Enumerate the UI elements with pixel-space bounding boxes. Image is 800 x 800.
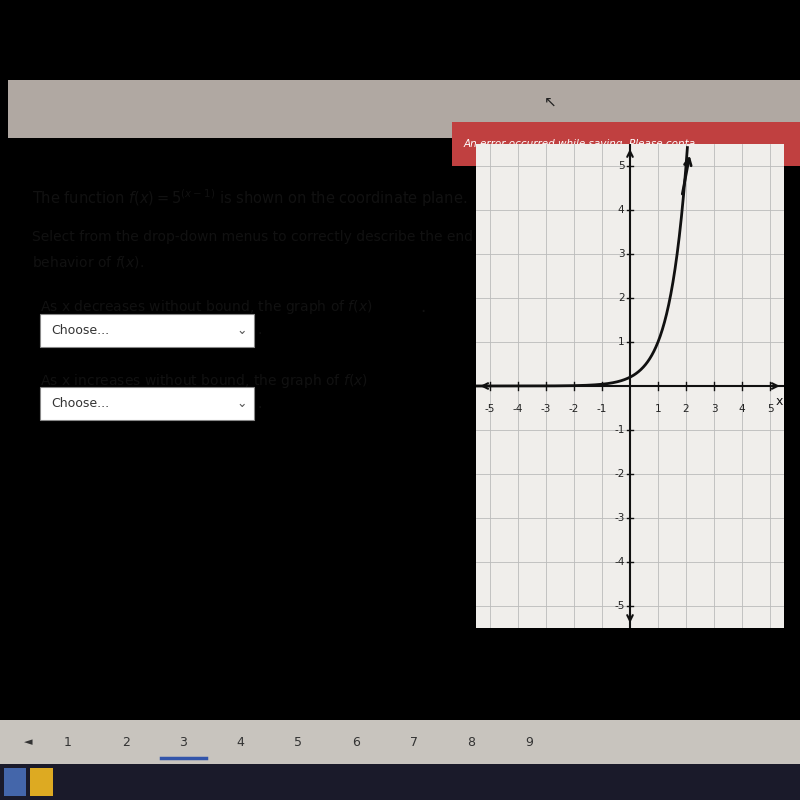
Text: 6: 6 [352, 736, 360, 749]
Text: Select from the drop-down menus to correctly describe the end: Select from the drop-down menus to corre… [32, 230, 473, 244]
Text: 3: 3 [179, 736, 187, 749]
Text: -3: -3 [541, 403, 551, 414]
Text: .: . [258, 323, 262, 338]
Text: 3: 3 [618, 249, 624, 259]
Text: As x increases without bound, the graph of $f(x)$: As x increases without bound, the graph … [40, 372, 368, 390]
Text: 1: 1 [654, 403, 662, 414]
Text: 2: 2 [122, 736, 130, 749]
Text: 5: 5 [294, 736, 302, 749]
Text: -2: -2 [569, 403, 579, 414]
Bar [4, 768, 26, 796]
Bar [8, 80, 800, 138]
Text: ⌄: ⌄ [236, 398, 247, 410]
Text: 5: 5 [618, 161, 624, 171]
Bar [0, 720, 800, 764]
Text: 2: 2 [682, 403, 690, 414]
Text: 1: 1 [64, 736, 72, 749]
Text: .: . [258, 397, 262, 411]
Text: ⌄: ⌄ [236, 324, 247, 337]
Text: -3: -3 [614, 513, 624, 523]
Text: -4: -4 [513, 403, 523, 414]
Text: 4: 4 [237, 736, 245, 749]
Text: Choose...: Choose... [51, 324, 110, 337]
Text: -1: -1 [597, 403, 607, 414]
Text: An error occurred while saving. Please conta: An error occurred while saving. Please c… [463, 139, 695, 149]
Text: -4: -4 [614, 557, 624, 567]
Text: -5: -5 [485, 403, 495, 414]
Bar [30, 768, 53, 796]
Text: 3: 3 [710, 403, 718, 414]
Text: -2: -2 [614, 469, 624, 479]
Text: x: x [776, 395, 783, 408]
Text: 7: 7 [410, 736, 418, 749]
Text: 4: 4 [738, 403, 746, 414]
Bar [0, 764, 800, 800]
Text: 8: 8 [467, 736, 475, 749]
FancyBboxPatch shape [40, 387, 254, 421]
Text: -1: -1 [614, 425, 624, 435]
Text: .: . [420, 298, 425, 316]
Text: The function $f(x)=5^{(x-1)}$ is shown on the coordinate plane.: The function $f(x)=5^{(x-1)}$ is shown o… [32, 187, 467, 210]
FancyBboxPatch shape [40, 314, 254, 347]
Text: 9: 9 [525, 736, 533, 749]
Text: ↖: ↖ [544, 95, 557, 110]
Text: -5: -5 [614, 601, 624, 611]
Text: 4: 4 [618, 205, 624, 215]
Text: As x decreases without bound, the graph of $f(x)$: As x decreases without bound, the graph … [40, 298, 372, 316]
Text: behavior of $f(x)$.: behavior of $f(x)$. [32, 254, 144, 270]
Text: Choose...: Choose... [51, 398, 110, 410]
Text: 1: 1 [618, 337, 624, 347]
Text: 5: 5 [766, 403, 774, 414]
Text: ◄: ◄ [24, 738, 32, 747]
Text: 2: 2 [618, 293, 624, 303]
FancyBboxPatch shape [451, 122, 800, 166]
